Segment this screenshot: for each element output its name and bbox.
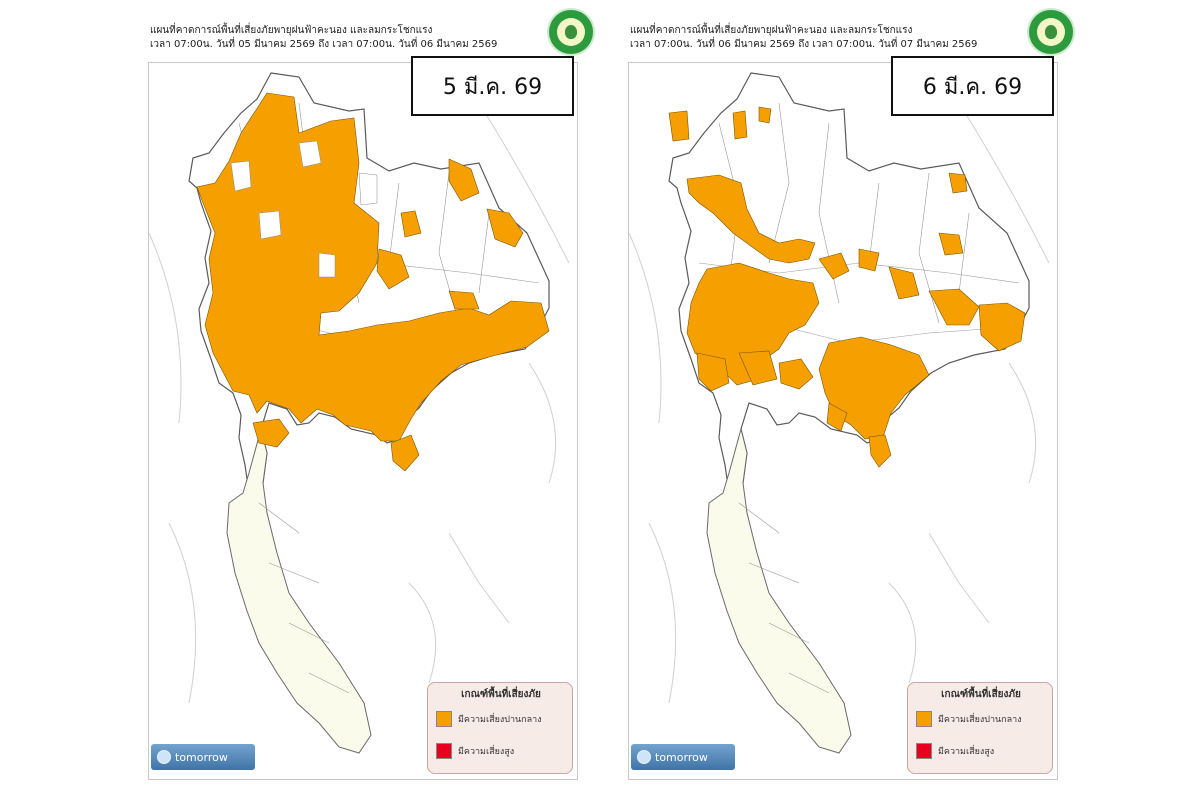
tomorrow-logo-icon [157,750,171,764]
legend-swatch-moderate [436,711,452,727]
brand-text: tomorrow [175,750,228,764]
thailand-north-central [668,72,1030,495]
legend-item-high: มีความเสี่ยงสูง [916,743,994,759]
thailand-risk-map [149,72,570,754]
forecast-panel-mar6: แผนที่คาดการณ์พื้นที่เสี่ยงภัยพายุฝนฟ้าค… [625,0,1073,790]
non-risk-pockets [230,140,378,278]
date-label: 6 มี.ค. 69 [891,56,1054,116]
thailand-south [706,427,852,754]
brand-text: tomorrow [655,750,708,764]
tomorrow-brand-badge: tomorrow [631,744,735,770]
map-title: แผนที่คาดการณ์พื้นที่เสี่ยงภัยพายุฝนฟ้าค… [630,25,913,36]
legend-swatch-moderate [916,711,932,727]
map-frame [148,62,578,780]
map-time-range: เวลา 07:00น. วันที่ 06 มีนาคม 2569 ถึง เ… [630,39,978,50]
thailand-risk-map [629,72,1050,754]
thailand-south [226,427,372,754]
risk-legend: เกณฑ์พื้นที่เสี่ยงภัย มีความเสี่ยงปานกลา… [907,682,1053,774]
legend-title: เกณฑ์พื้นที่เสี่ยงภัย [941,689,1021,700]
map-time-range: เวลา 07:00น. วันที่ 05 มีนาคม 2569 ถึง เ… [150,39,498,50]
map-header: แผนที่คาดการณ์พื้นที่เสี่ยงภัยพายุฝนฟ้าค… [150,24,550,52]
moderate-risk-areas [196,92,550,472]
date-label: 5 มี.ค. 69 [411,56,574,116]
legend-item-moderate: มีความเสี่ยงปานกลาง [916,711,1022,727]
moderate-risk-areas [668,106,1026,468]
legend-label-high: มีความเสี่ยงสูง [938,747,995,757]
map-header: แผนที่คาดการณ์พื้นที่เสี่ยงภัยพายุฝนฟ้าค… [630,24,1030,52]
department-seal-icon [549,10,593,54]
legend-swatch-high [436,743,452,759]
forecast-panel-mar5: แผนที่คาดการณ์พื้นที่เสี่ยงภัยพายุฝนฟ้าค… [145,0,593,790]
legend-label-high: มีความเสี่ยงสูง [458,747,515,757]
tomorrow-brand-badge: tomorrow [151,744,255,770]
coastline [629,102,1050,704]
tomorrow-logo-icon [637,750,651,764]
legend-swatch-high [916,743,932,759]
legend-label-moderate: มีความเสี่ยงปานกลาง [938,715,1022,725]
legend-label-moderate: มีความเสี่ยงปานกลาง [458,715,542,725]
department-seal-icon [1029,10,1073,54]
coastline [149,102,570,704]
legend-item-moderate: มีความเสี่ยงปานกลาง [436,711,542,727]
map-title: แผนที่คาดการณ์พื้นที่เสี่ยงภัยพายุฝนฟ้าค… [150,25,433,36]
map-frame [628,62,1058,780]
legend-title: เกณฑ์พื้นที่เสี่ยงภัย [461,689,541,700]
legend-item-high: มีความเสี่ยงสูง [436,743,514,759]
risk-legend: เกณฑ์พื้นที่เสี่ยงภัย มีความเสี่ยงปานกลา… [427,682,573,774]
